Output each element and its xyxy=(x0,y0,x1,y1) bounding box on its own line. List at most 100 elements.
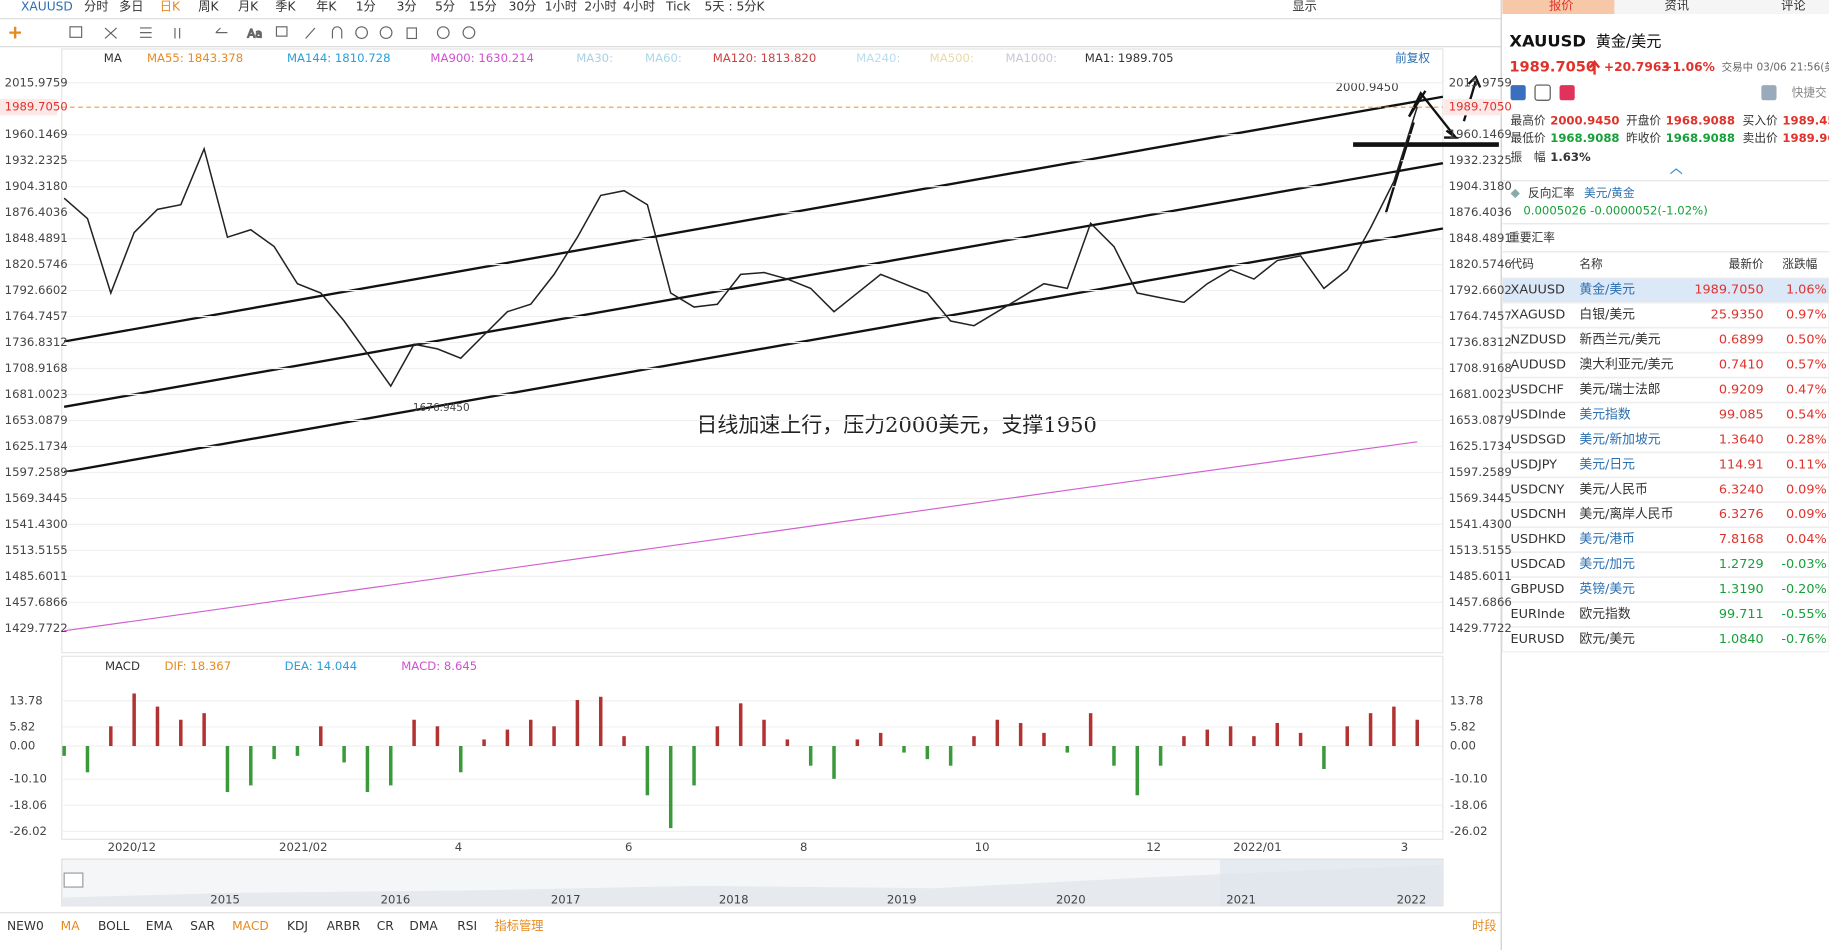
icon[interactable] xyxy=(1761,85,1777,101)
quote-row[interactable]: XAGUSD 白银/美元 25.9350 0.97% xyxy=(1501,302,1829,329)
icon[interactable] xyxy=(1534,84,1551,101)
period-tab[interactable]: 多日 xyxy=(119,0,143,13)
tab[interactable]: 评论 xyxy=(1781,0,1805,12)
quote-row[interactable]: USDJPY 美元/日元 114.91 0.11% xyxy=(1501,452,1829,478)
stat-value: 1968.9088 xyxy=(1666,131,1735,145)
period-tab[interactable]: 4小时 xyxy=(623,0,655,13)
indicator-tab[interactable]: BOLL xyxy=(98,919,130,933)
ma-legend[interactable]: MA1000: xyxy=(1005,51,1057,65)
price-line xyxy=(63,106,1418,388)
period-button[interactable]: 时段 xyxy=(1472,918,1496,933)
ma-legend[interactable]: MA1: 1989.705 xyxy=(1085,51,1174,65)
indicator-name[interactable]: MACD xyxy=(105,659,140,673)
quote-row[interactable]: USDInde 美元指数 99.085 0.54% xyxy=(1501,402,1829,428)
period-tab[interactable]: 1小时 xyxy=(545,0,577,13)
annotation: 日线加速上行，压力2000美元，支撑1950 xyxy=(696,413,1096,437)
period-tab[interactable]: 年K xyxy=(316,0,337,13)
macd-bar xyxy=(458,746,463,773)
name: 美元/港币 xyxy=(1579,532,1635,547)
indicator-tab[interactable]: KDJ xyxy=(287,919,308,933)
ma-legend[interactable]: MA30: xyxy=(576,51,613,65)
navigator-menu[interactable] xyxy=(63,872,84,888)
icon[interactable] xyxy=(1559,85,1575,101)
indicator-tab[interactable]: ARBR xyxy=(327,919,361,933)
ma-legend[interactable]: MA500: xyxy=(930,51,974,65)
tab[interactable]: 报价 xyxy=(1549,0,1573,12)
quote-row[interactable]: USDHKD 美元/港币 7.8168 0.04% xyxy=(1501,526,1829,553)
period-tab[interactable]: 月K xyxy=(238,0,259,13)
y-tick-label: 1653.0879 xyxy=(5,413,68,427)
period-tab[interactable]: 2小时 xyxy=(584,0,616,13)
period-tab[interactable]: 30分 xyxy=(509,0,537,13)
indicator-tab[interactable]: EMA xyxy=(146,919,173,933)
ma-legend[interactable]: MA60: xyxy=(645,51,682,65)
macd-bar xyxy=(1018,723,1023,747)
period-tab[interactable]: 1分 xyxy=(356,0,376,13)
display-menu[interactable]: 显示 xyxy=(1292,0,1316,13)
y-tick-label: 2015.9759 xyxy=(5,75,68,89)
indicator-tab[interactable]: 指标管理 xyxy=(495,918,544,933)
quote-row[interactable]: USDCAD 美元/加元 1.2729 -0.03% xyxy=(1501,551,1829,578)
collapse[interactable] xyxy=(1669,168,1683,175)
code: XAGUSD xyxy=(1511,308,1566,323)
quote-row[interactable]: USDCHF 美元/瑞士法郎 0.9209 0.47% xyxy=(1501,377,1829,403)
macd-bar xyxy=(878,732,883,747)
change: 0.09% xyxy=(1786,482,1827,497)
period-tab[interactable]: 5分 xyxy=(435,0,455,13)
trend-line[interactable] xyxy=(63,227,1444,474)
quote-row[interactable]: USDSGD 美元/新加坡元 1.3640 0.28% xyxy=(1501,427,1829,453)
ma-legend[interactable]: MA900: 1630.214 xyxy=(430,51,534,65)
quote-row[interactable]: NZDUSD 新西兰元/美元 0.6899 0.50% xyxy=(1501,327,1829,353)
macd-bar xyxy=(155,706,160,747)
arrow[interactable] xyxy=(1408,90,1427,118)
reverse-pair[interactable]: 美元/黄金 xyxy=(1584,186,1635,200)
quote-row[interactable]: EURUSD 欧元/美元 1.0840 -0.76% xyxy=(1501,626,1829,653)
period-tab[interactable]: 5天 : 5分K xyxy=(705,0,766,13)
period-tab[interactable]: Tick xyxy=(665,0,691,13)
up-arrow xyxy=(1588,59,1601,75)
period-tab[interactable]: 3分 xyxy=(397,0,417,13)
quote-row[interactable]: AUDUSD 澳大利亚元/美元 0.7410 0.57% xyxy=(1501,352,1829,378)
ma-legend[interactable]: MA144: 1810.728 xyxy=(287,51,391,65)
period-tab[interactable]: 分时 xyxy=(84,0,108,13)
row-bg xyxy=(1501,601,1829,628)
drawing-tools[interactable]: Aa xyxy=(9,26,476,41)
macd-bar xyxy=(225,746,230,792)
price: 25.9350 xyxy=(1711,308,1764,323)
trend-line[interactable] xyxy=(63,162,1444,408)
ma-legend[interactable]: MA240: xyxy=(856,51,900,65)
quote-row[interactable]: XAUUSD 黄金/美元 1989.7050 1.06% xyxy=(1501,277,1829,304)
indicator-tab[interactable]: NEW0 xyxy=(7,919,44,933)
ma-legend[interactable]: MA120: 1813.820 xyxy=(713,51,817,65)
ma-legend[interactable]: MA55: 1843.378 xyxy=(147,51,243,65)
indicator-tab[interactable]: RSI xyxy=(457,919,477,933)
y-tick-label: 1541.4300 xyxy=(1449,517,1512,531)
change: -0.55% xyxy=(1781,607,1826,622)
code: GBPUSD xyxy=(1511,582,1565,597)
quote-row[interactable]: GBPUSD 英镑/美元 1.3190 -0.20% xyxy=(1501,576,1829,603)
trend-line[interactable] xyxy=(63,95,1444,343)
quick-trade[interactable]: 快捷交 xyxy=(1792,86,1827,100)
period-tab[interactable]: 周K xyxy=(198,0,219,13)
indicator-tab[interactable]: MA xyxy=(61,919,81,933)
adjust-mode[interactable]: 前复权 xyxy=(1395,51,1430,65)
macd-bar xyxy=(1368,713,1373,747)
quote-row[interactable]: USDCNY 美元/人民币 6.3240 0.09% xyxy=(1501,476,1829,503)
period-tab[interactable]: 日K xyxy=(160,0,181,13)
icon[interactable] xyxy=(1510,85,1526,101)
indicator-tab[interactable]: DMA xyxy=(409,919,438,933)
quote-row[interactable]: EURInde 欧元指数 99.711 -0.55% xyxy=(1501,601,1829,628)
indicator-tab[interactable]: SAR xyxy=(190,919,215,933)
period-tab[interactable]: 15分 xyxy=(469,0,497,13)
macd-legend: DEA: 14.044 xyxy=(285,659,358,673)
navigator-window[interactable] xyxy=(1220,859,1442,906)
indicator-name[interactable]: MA xyxy=(104,51,122,65)
indicator-tab[interactable]: MACD xyxy=(232,919,269,933)
tab[interactable]: 资讯 xyxy=(1665,0,1689,12)
symbol[interactable]: XAUUSD xyxy=(21,0,73,13)
name: 欧元/美元 xyxy=(1579,632,1635,647)
quote-row[interactable]: USDCNH 美元/离岸人民币 6.3276 0.09% xyxy=(1501,501,1829,528)
y-tick-label: 1597.2589 xyxy=(5,465,68,479)
period-tab[interactable]: 季K xyxy=(275,0,296,13)
indicator-tab[interactable]: CR xyxy=(377,919,395,933)
